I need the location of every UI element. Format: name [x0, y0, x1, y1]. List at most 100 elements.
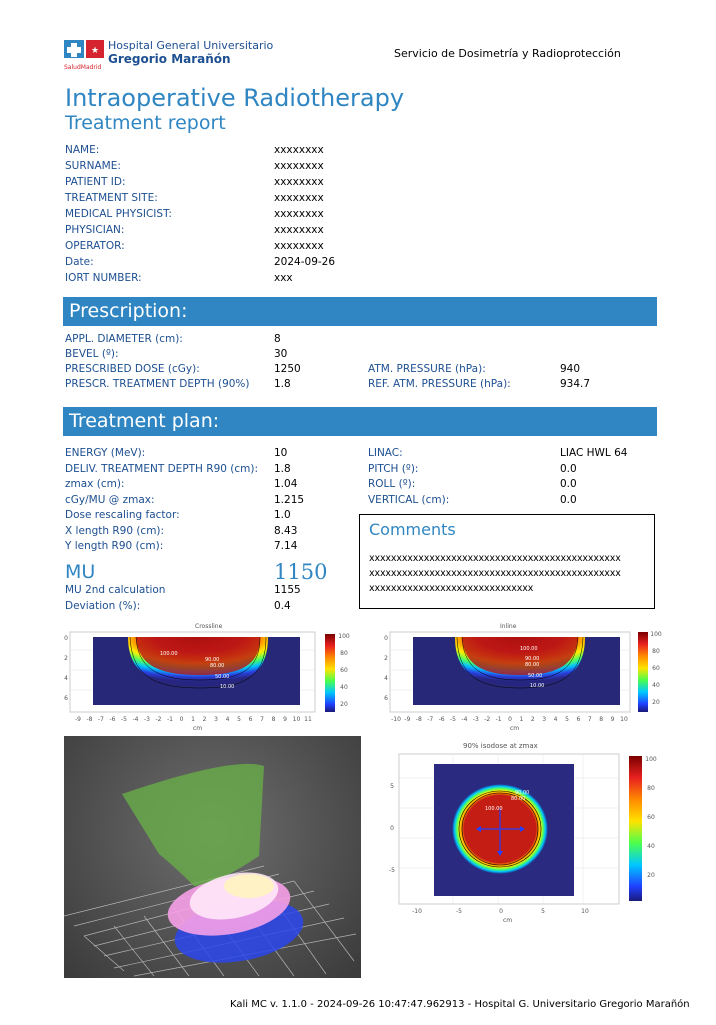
inline-x-tick-12: 2	[531, 716, 535, 723]
patient-field-2-value: xxxxxxxx	[274, 176, 324, 188]
isodose-x-tick-1: -5	[456, 908, 462, 915]
presc-left-1-value: 30	[274, 348, 288, 360]
isodose-cbar-tick-2: 60	[647, 814, 655, 821]
crossline-x-tick-9: 0	[180, 716, 184, 723]
crossline-cbar-tick-0: 100	[338, 633, 350, 640]
isodose-x-unit: cm	[503, 917, 512, 924]
patient-field-7-label: Date:	[65, 256, 94, 268]
footer: Kali MC v. 1.1.0 - 2024-09-26 10:47:47.9…	[230, 999, 690, 1010]
plan-right-0-label: LINAC:	[368, 447, 403, 459]
salud-madrid-logo-icon: ★	[64, 40, 104, 58]
inline-cbar-tick-4: 20	[652, 699, 660, 706]
patient-field-3-label: TREATMENT SITE:	[65, 192, 158, 204]
crossline-x-tick-7: -2	[156, 716, 162, 723]
crossline-x-tick-4: -5	[121, 716, 127, 723]
plan-right-3-label: VERTICAL (cm):	[368, 493, 450, 506]
inline-x-tick-4: -6	[439, 716, 445, 723]
isodose-y-tick-0: 5	[390, 783, 394, 790]
isodose-y-tick-2: -5	[389, 867, 395, 874]
hospital-name-line1: Hospital General Universitario	[108, 39, 274, 52]
inline-x-tick-2: -8	[416, 716, 422, 723]
isodose-label-80: 80.00	[511, 796, 525, 802]
page-subtitle: Treatment report	[65, 112, 226, 134]
crossline-cbar-tick-4: 20	[340, 701, 348, 708]
hospital-logo: ★ SaludMadrid	[64, 38, 106, 71]
plan-left-5-label: X length R90 (cm):	[65, 524, 165, 537]
plan-left-4-label: Dose rescaling factor:	[65, 509, 180, 521]
plan-left-5-value: 8.43	[274, 524, 298, 537]
inline-dose-plot: 100.00 90.00 80.00 50.00 10.00 Inline 0 2…	[380, 620, 672, 732]
comments-line-3: xxxxxxxxxxxxxxxxxxxxxxxxxxxxxx	[369, 583, 534, 594]
plan-right-1-label: PITCH (º):	[368, 462, 419, 475]
patient-field-6-value: xxxxxxxx	[274, 240, 324, 252]
inline-x-tick-8: -2	[484, 716, 490, 723]
crossline-iso-label-90: 90.00	[205, 657, 219, 663]
comments-line-1: xxxxxxxxxxxxxxxxxxxxxxxxxxxxxxxxxxxxxxxx…	[369, 553, 621, 564]
inline-cbar-tick-0: 100	[650, 631, 662, 638]
mu-label: MU	[65, 561, 96, 583]
patient-field-4-value: xxxxxxxx	[274, 208, 324, 220]
patient-field-4-label: MEDICAL PHYSICIST:	[65, 208, 172, 220]
crossline-cbar-tick-1: 80	[340, 650, 348, 657]
crossline-x-tick-8: -1	[167, 716, 173, 723]
isodose-x-tick-0: -10	[412, 908, 422, 915]
isodose-cbar-tick-3: 40	[647, 843, 655, 850]
crossline-iso-label-80: 80.00	[210, 663, 224, 669]
crossline-x-tick-18: 9	[283, 716, 287, 723]
crossline-x-tick-17: 8	[272, 716, 276, 723]
crossline-y-tick-1: 2	[64, 655, 68, 662]
3d-dose-render	[64, 736, 361, 978]
crossline-x-tick-2: -7	[98, 716, 104, 723]
isodose-x-tick-4: 10	[581, 908, 589, 915]
inline-x-tick-13: 3	[542, 716, 546, 723]
isodose-zmax-plot: 90% isodose at zmax 100.00 90.00 80.00 -…	[383, 738, 663, 928]
isodose-cbar-tick-1: 80	[647, 785, 655, 792]
inline-x-tick-10: 0	[508, 716, 512, 723]
treatment-plan-heading: Treatment plan:	[63, 407, 657, 436]
inline-iso-label-80: 80.00	[525, 662, 539, 668]
inline-iso-label-10: 10.00	[530, 683, 544, 689]
plan-left-6-value: 7.14	[274, 540, 298, 552]
presc-right-1-label: REF. ATM. PRESSURE (hPa):	[368, 378, 511, 390]
plan-left-1-label: DELIV. TREATMENT DEPTH R90 (cm):	[65, 462, 259, 475]
plan-left-6-label: Y length R90 (cm):	[65, 540, 164, 552]
logo-sub-text: SaludMadrid	[64, 64, 102, 71]
hospital-name-line2: Gregorio Marañón	[108, 52, 231, 66]
crossline-iso-label-50: 50.00	[215, 674, 229, 680]
crossline-x-tick-12: 3	[214, 716, 218, 723]
isodose-cbar-tick-4: 20	[647, 872, 655, 879]
inline-x-tick-3: -7	[427, 716, 433, 723]
crossline-x-tick-6: -3	[144, 716, 150, 723]
patient-field-5-label: PHYSICIAN:	[65, 224, 125, 236]
inline-x-tick-20: 10	[620, 716, 628, 723]
crossline-y-tick-2: 4	[64, 675, 68, 682]
isodose-x-tick-2: 0	[499, 908, 503, 915]
presc-left-2-value: 1250	[274, 363, 301, 375]
isodose-y-tick-1: 0	[390, 825, 394, 832]
plan-right-1-value: 0.0	[560, 462, 577, 475]
isodose-x-tick-3: 5	[541, 908, 545, 915]
patient-field-8-value: xxx	[274, 272, 293, 284]
crossline-title: Crossline	[195, 623, 223, 630]
inline-y-tick-1: 2	[384, 655, 388, 662]
isodose-title: 90% isodose at zmax	[463, 742, 538, 750]
inline-x-tick-19: 9	[611, 716, 615, 723]
deviation-value: 0.4	[274, 600, 291, 612]
crossline-x-tick-10: 1	[191, 716, 195, 723]
prescription-heading: Prescription:	[63, 297, 657, 326]
inline-iso-label-90: 90.00	[525, 656, 539, 662]
plan-right-0-value: LIAC HWL 64	[560, 447, 628, 459]
crossline-x-tick-13: 4	[226, 716, 230, 723]
plan-left-3-label: cGy/MU @ zmax:	[65, 493, 155, 506]
inline-cbar-tick-3: 40	[652, 682, 660, 689]
crossline-x-tick-1: -8	[87, 716, 93, 723]
crossline-cbar-tick-2: 60	[340, 667, 348, 674]
inline-x-tick-15: 5	[565, 716, 569, 723]
plan-right-2-value: 0.0	[560, 478, 577, 490]
comments-title: Comments	[369, 520, 456, 539]
patient-field-8-label: IORT NUMBER:	[65, 272, 142, 284]
inline-x-tick-18: 8	[599, 716, 603, 723]
presc-right-1-value: 934.7	[560, 378, 591, 390]
isodose-cbar-tick-0: 100	[645, 756, 657, 763]
patient-field-7-value: 2024-09-26	[274, 256, 336, 268]
